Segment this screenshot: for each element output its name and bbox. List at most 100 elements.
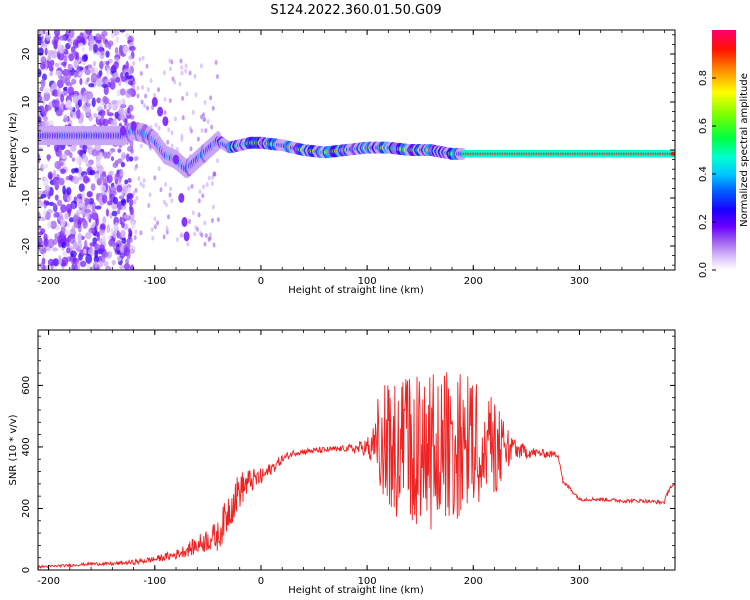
y-tick-label: 0 xyxy=(21,567,32,573)
heatmap-cell xyxy=(38,115,42,125)
heatmap-cell xyxy=(106,174,113,184)
heatmap-cell xyxy=(80,36,86,43)
heatmap-cell xyxy=(184,68,188,74)
colorbar-tick-label: 0.8 xyxy=(698,70,709,86)
heatmap-cell xyxy=(38,231,44,236)
heatmap-cell xyxy=(40,56,47,65)
heatmap-cell xyxy=(83,175,90,184)
heatmap-cell xyxy=(94,261,98,269)
heatmap-cell xyxy=(146,105,150,111)
heatmap-cell xyxy=(105,50,110,58)
spectrogram-x-axis-label: Height of straight line (km) xyxy=(288,285,424,296)
heatmap-cell xyxy=(110,156,115,162)
heatmap-cell xyxy=(54,194,59,201)
heatmap-cell xyxy=(43,177,49,188)
heatmap-cell xyxy=(84,239,88,250)
heatmap-cell xyxy=(127,107,131,114)
heatmap-cell xyxy=(54,62,59,68)
heatmap-cell xyxy=(149,78,153,84)
heatmap-cell xyxy=(60,218,66,228)
heatmap-cell xyxy=(68,30,75,39)
heatmap-cell xyxy=(67,86,75,96)
heatmap-cell xyxy=(128,55,133,61)
heatmap-cell xyxy=(108,42,112,50)
heatmap-cell xyxy=(41,107,48,116)
heatmap-cell xyxy=(48,65,54,72)
heatmap-cell xyxy=(60,204,67,213)
heatmap-cell xyxy=(191,109,195,115)
heatmap-cell xyxy=(43,88,50,94)
heatmap-cell xyxy=(61,256,69,267)
heatmap-cell xyxy=(207,175,211,181)
heatmap-cell xyxy=(88,34,95,45)
heatmap-cell xyxy=(210,124,214,130)
heatmap-cell xyxy=(140,84,144,90)
heatmap-cell xyxy=(187,186,191,192)
heatmap-cell xyxy=(62,250,68,257)
heatmap-cell xyxy=(99,49,105,60)
heatmap-cell xyxy=(57,40,62,51)
heatmap-cell xyxy=(170,198,174,204)
colorbar-gradient xyxy=(712,30,736,270)
heatmap-cell xyxy=(169,186,173,192)
heatmap-cell xyxy=(38,262,41,269)
heatmap-cell xyxy=(99,172,105,181)
heatmap-cell xyxy=(127,88,135,95)
heatmap-cell xyxy=(121,221,125,229)
heatmap-cell xyxy=(119,113,126,121)
heatmap-cell xyxy=(40,216,46,222)
heatmap-cell xyxy=(42,209,47,216)
heatmap-cell xyxy=(109,185,117,195)
heatmap-cell xyxy=(207,236,211,242)
heatmap-cell xyxy=(115,76,121,83)
heatmap-cell xyxy=(116,209,121,215)
chart-title: S124.2022.360.01.50.G09 xyxy=(270,3,441,18)
heatmap-cell xyxy=(90,221,96,229)
heatmap-cell xyxy=(89,66,95,74)
heatmap-cell xyxy=(152,92,156,98)
heatmap-cell xyxy=(68,217,75,223)
heatmap-cell xyxy=(139,181,143,187)
heatmap-cell xyxy=(67,197,71,203)
heatmap-cell xyxy=(38,95,43,103)
heatmap-cell xyxy=(91,149,98,157)
heatmap-cell xyxy=(134,229,138,235)
heatmap-cell xyxy=(62,185,66,195)
heatmap-cell xyxy=(180,133,184,139)
heatmap-cell xyxy=(39,30,44,38)
heatmap-cell xyxy=(92,237,98,244)
heatmap-cell xyxy=(124,71,129,78)
heatmap-cell xyxy=(100,223,106,231)
heatmap-cell xyxy=(38,106,42,111)
heatmap-cell xyxy=(43,115,49,122)
heatmap-cell xyxy=(38,111,41,118)
heatmap-cell xyxy=(121,204,127,210)
heatmap-cell xyxy=(53,143,60,153)
heatmap-cell xyxy=(102,118,109,127)
heatmap-cell xyxy=(179,58,183,64)
heatmap-cell xyxy=(122,45,129,55)
heatmap-cell xyxy=(162,70,166,76)
y-tick-label: -10 xyxy=(21,190,32,206)
heatmap-cell xyxy=(178,81,182,87)
heatmap-cell xyxy=(82,104,88,111)
heatmap-cell xyxy=(130,121,137,131)
heatmap-cell xyxy=(197,198,201,204)
heatmap-cell xyxy=(114,111,119,119)
heatmap-cell xyxy=(143,103,147,109)
heatmap-cell xyxy=(41,163,49,169)
heatmap-cell xyxy=(118,195,125,200)
heatmap-cell xyxy=(165,226,169,232)
heatmap-cell xyxy=(58,52,65,61)
heatmap-cell xyxy=(53,202,57,211)
heatmap-cell xyxy=(212,242,216,248)
heatmap-cell xyxy=(98,244,105,253)
heatmap-cell xyxy=(48,201,55,207)
heatmap-cell xyxy=(146,87,150,93)
heatmap-cell xyxy=(157,87,161,93)
heatmap-cell xyxy=(71,168,76,174)
heatmap-cell xyxy=(126,145,134,152)
heatmap-cell xyxy=(110,103,116,110)
heatmap-cell xyxy=(122,64,127,70)
